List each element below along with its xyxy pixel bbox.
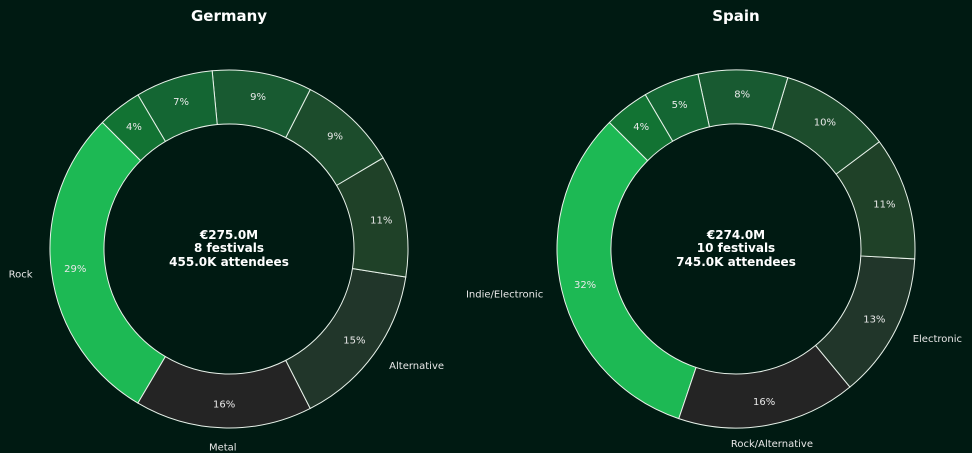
spain-slice-3-percent-label: 13%: [863, 314, 885, 325]
germany-attendees-total: 455.0K attendees: [169, 255, 289, 269]
spain-revenue-total: €274.0M: [706, 228, 765, 242]
germany-slice-5-percent-label: 9%: [327, 132, 343, 143]
germany-slice-1-percent-label: 29%: [64, 264, 86, 275]
spain-festival-count: 10 festivals: [697, 241, 775, 255]
germany-slice-7-percent-label: 7%: [173, 97, 189, 108]
spain-category-label-electronic: Electronic: [913, 334, 962, 345]
germany-chart-title: Germany: [191, 7, 267, 25]
spain-category-label-indie-electronic: Indie/Electronic: [466, 290, 543, 301]
spain-slice-1: [556, 121, 697, 420]
germany-slice-3-percent-label: 15%: [343, 336, 365, 347]
germany-category-label-alternative: Alternative: [389, 361, 444, 372]
spain-slice-8: [608, 94, 674, 162]
germany-slice-8: [101, 94, 167, 162]
spain-slice-4-percent-label: 11%: [873, 200, 895, 211]
germany-slice-4-percent-label: 11%: [370, 215, 392, 226]
germany-category-label-metal: Metal: [209, 442, 237, 453]
spain-slice-2: [678, 344, 851, 429]
germany-category-label-rock: Rock: [9, 269, 33, 280]
spain-chart-title: Spain: [712, 7, 759, 25]
spain-donut-chart: Spain €274.0M 10 festivals 745.0K attend…: [466, 7, 962, 450]
spain-attendees-total: 745.0K attendees: [676, 255, 796, 269]
germany-festival-count: 8 festivals: [194, 241, 264, 255]
germany-slice-8-percent-label: 4%: [126, 122, 142, 133]
germany-donut-chart: Germany €275.0M 8 festivals 455.0K atten…: [9, 7, 444, 453]
spain-slice-7-percent-label: 5%: [672, 100, 688, 111]
germany-revenue-total: €275.0M: [199, 228, 258, 242]
germany-slice-1: [49, 121, 167, 404]
spain-slice-1-percent-label: 32%: [574, 280, 596, 291]
spain-slice-2-percent-label: 16%: [753, 397, 775, 408]
spain-slice-5-percent-label: 10%: [814, 118, 836, 129]
spain-category-label-rock-alternative: Rock/Alternative: [731, 439, 813, 450]
spain-slice-6-percent-label: 8%: [734, 90, 750, 101]
spain-slice-8-percent-label: 4%: [633, 122, 649, 133]
germany-slice-2-percent-label: 16%: [213, 399, 235, 410]
germany-slice-6-percent-label: 9%: [250, 92, 266, 103]
germany-slice-2: [137, 355, 311, 429]
